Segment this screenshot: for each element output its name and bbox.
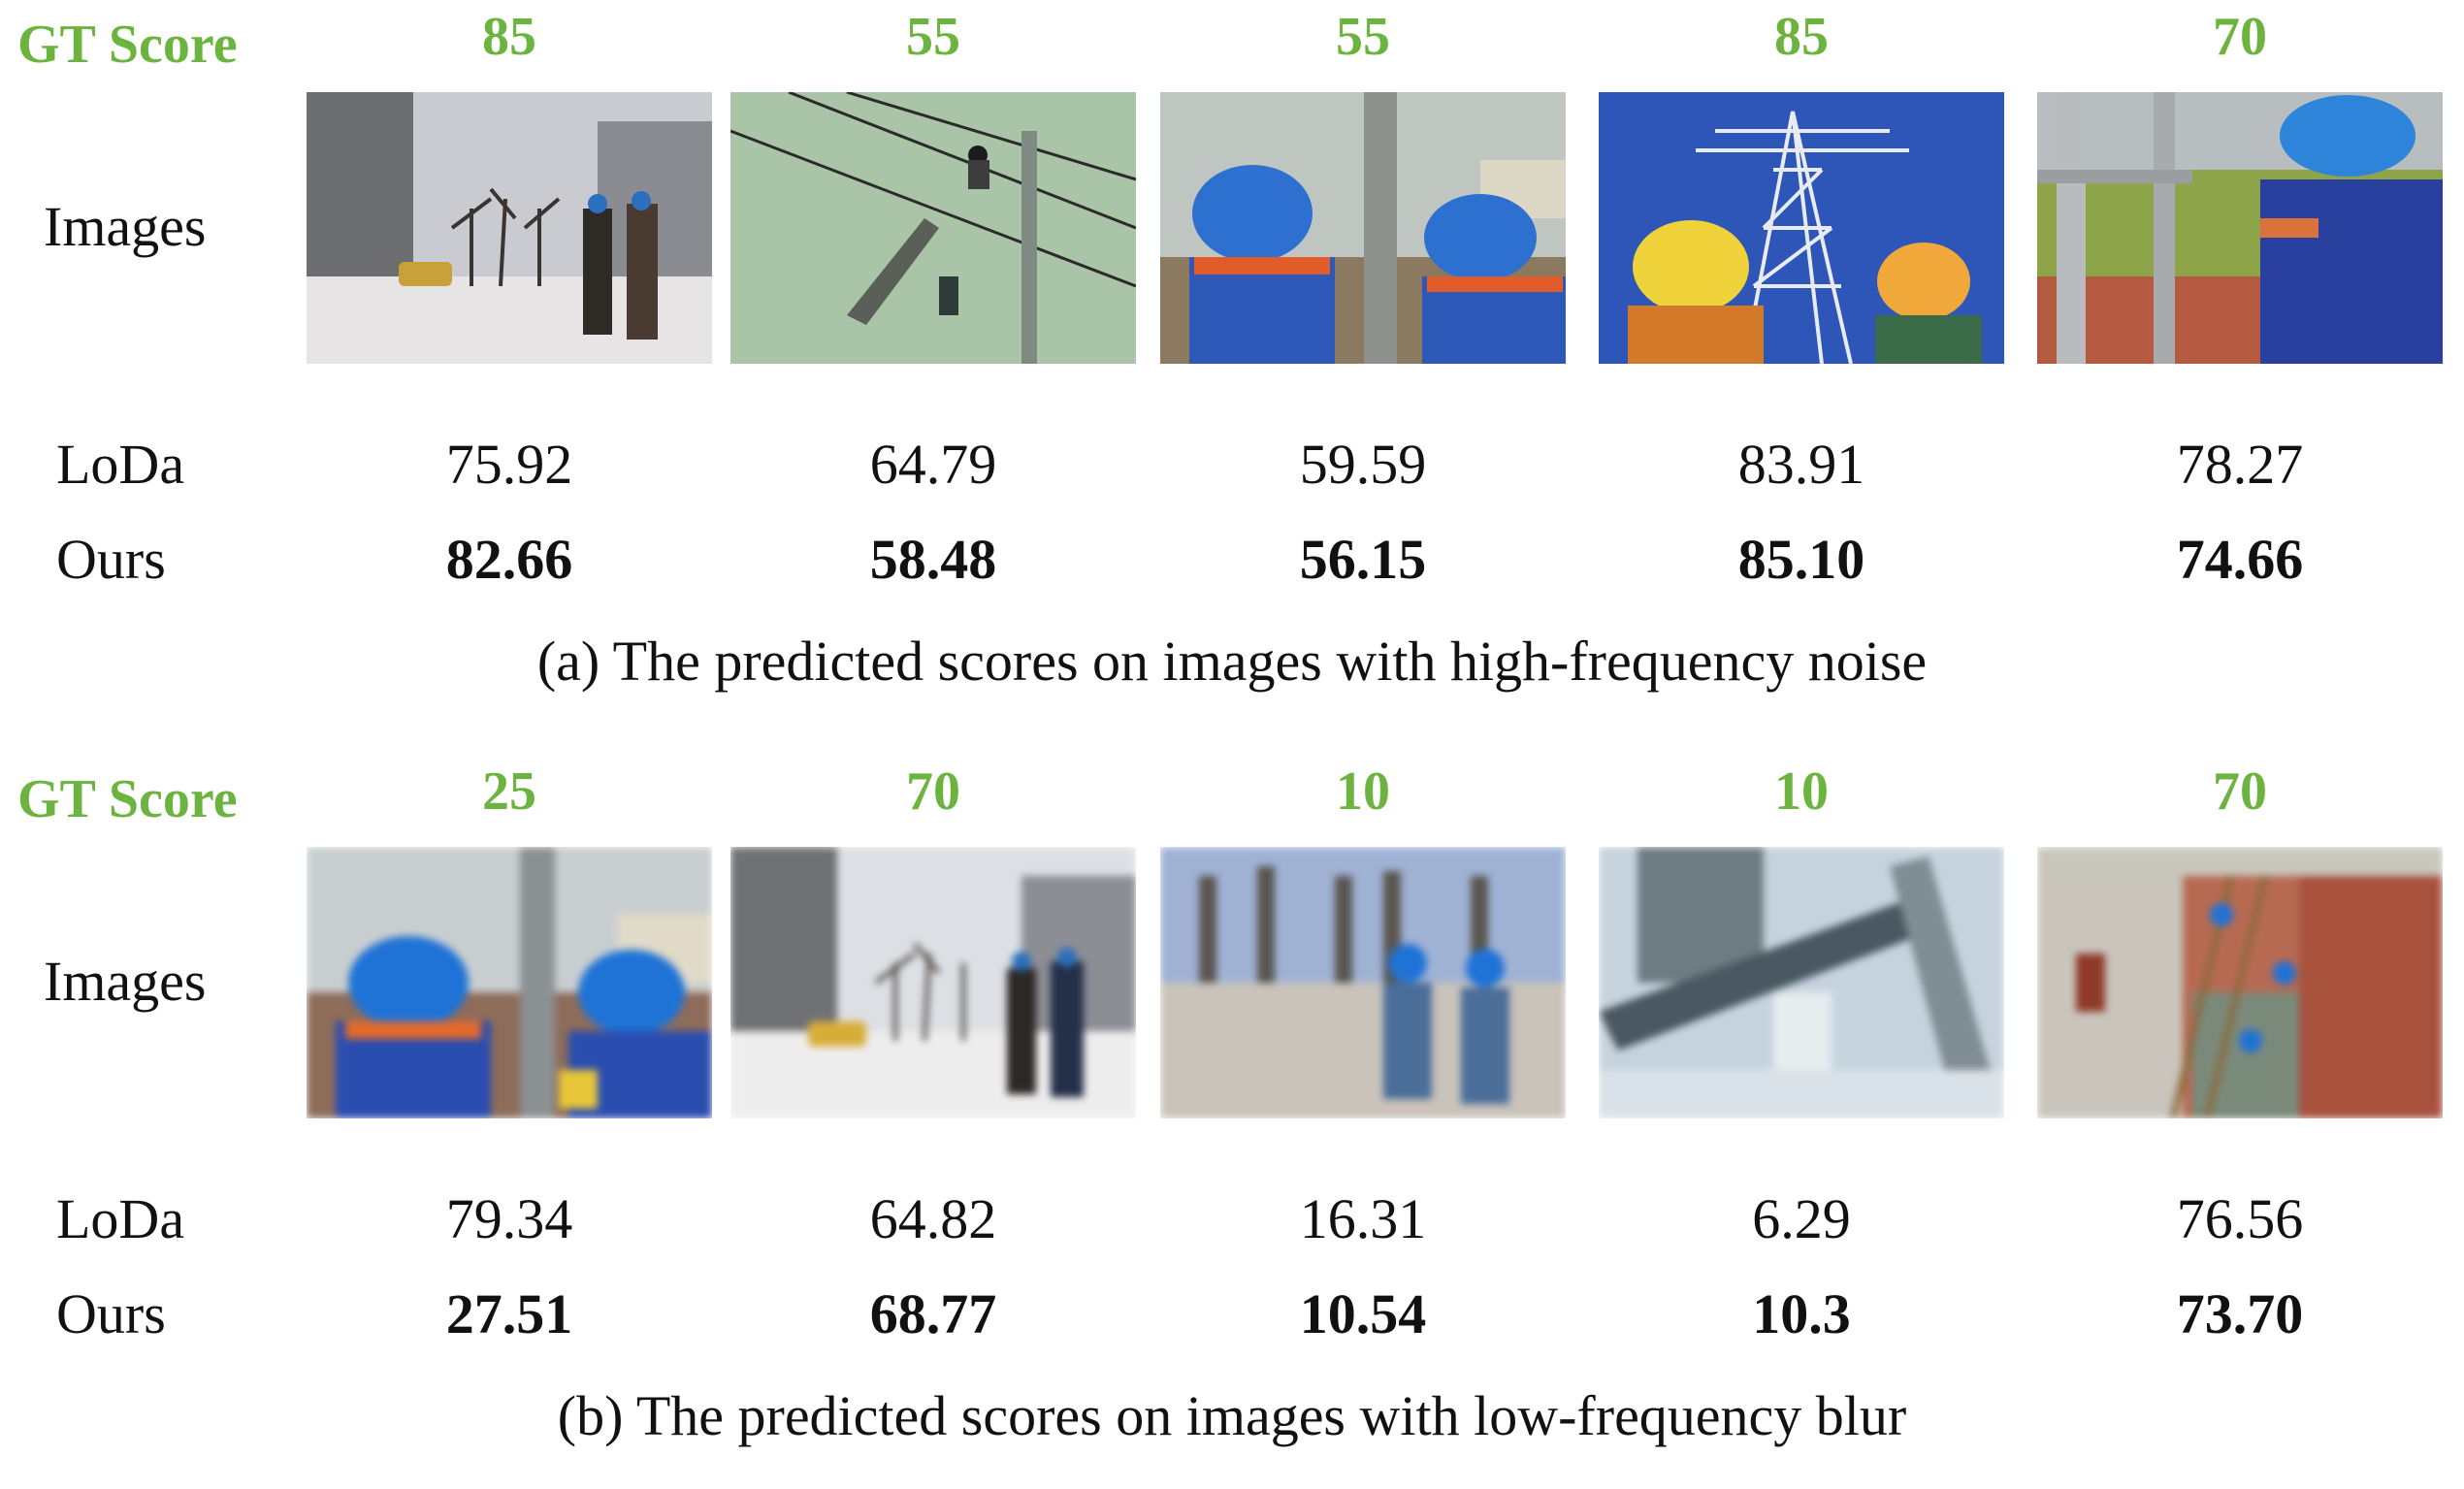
gt-score-value: 70 — [906, 761, 960, 822]
sample-column: 10 16.31 10.54 — [1160, 755, 1566, 1434]
ours-row-label: Ours — [56, 528, 166, 591]
gt-score-value: 25 — [482, 761, 536, 822]
loda-score: 16.31 — [1299, 1187, 1427, 1250]
gt-score-value: 70 — [2213, 761, 2267, 822]
loda-score: 64.82 — [869, 1187, 997, 1250]
sample-image — [1599, 92, 2004, 364]
ours-row-label: Ours — [56, 1282, 166, 1345]
sample-column: 85 75.92 82.66 — [307, 0, 712, 679]
sample-column: 55 59.59 56.15 — [1160, 0, 1566, 679]
ours-score: 74.66 — [2176, 528, 2304, 591]
loda-row-label: LoDa — [56, 1187, 185, 1250]
sample-image — [2037, 847, 2443, 1118]
loda-score: 59.59 — [1299, 433, 1427, 496]
sample-column: 25 79.34 27.51 — [307, 755, 712, 1434]
gt-score-label: GT Score — [17, 15, 238, 75]
panel-low-frequency-blur: GT Score Images LoDa Ours 25 79.34 27.51… — [0, 755, 2464, 1489]
sample-image — [730, 92, 1136, 364]
loda-score: 76.56 — [2176, 1187, 2304, 1250]
loda-score: 6.29 — [1752, 1187, 1851, 1250]
sample-column: 85 83.91 85.10 — [1599, 0, 2004, 679]
ours-score: 10.54 — [1299, 1282, 1427, 1345]
sample-column: 70 78.27 74.66 — [2037, 0, 2443, 679]
sample-column: 70 64.82 68.77 — [730, 755, 1136, 1434]
ours-score: 85.10 — [1737, 528, 1865, 591]
ours-score: 58.48 — [869, 528, 997, 591]
ours-score: 27.51 — [445, 1282, 573, 1345]
ours-score: 56.15 — [1299, 528, 1427, 591]
gt-score-value: 55 — [906, 7, 960, 67]
loda-score: 75.92 — [445, 433, 573, 496]
sample-column: 10 6.29 10.3 — [1599, 755, 2004, 1434]
gt-score-value: 85 — [1774, 7, 1829, 67]
sample-image — [1160, 92, 1566, 364]
loda-score: 78.27 — [2176, 433, 2304, 496]
loda-score: 79.34 — [445, 1187, 573, 1250]
ours-score: 10.3 — [1752, 1282, 1851, 1345]
gt-score-value: 10 — [1774, 761, 1829, 822]
images-row-label: Images — [44, 195, 207, 258]
loda-score: 64.79 — [869, 433, 997, 496]
ours-score: 82.66 — [445, 528, 573, 591]
figure-caption: (b) The predicted scores on images with … — [557, 1384, 1907, 1447]
sample-image — [307, 847, 712, 1118]
ours-score: 73.70 — [2176, 1282, 2304, 1345]
loda-score: 83.91 — [1737, 433, 1865, 496]
panel-high-frequency-noise: GT Score Images LoDa Ours 85 75.92 82.66 — [0, 0, 2464, 734]
ours-score: 68.77 — [869, 1282, 997, 1345]
sample-image — [2037, 92, 2443, 364]
sample-image — [1160, 847, 1566, 1118]
gt-score-label: GT Score — [17, 769, 238, 829]
gt-score-value: 70 — [2213, 7, 2267, 67]
figure-caption: (a) The predicted scores on images with … — [536, 630, 1928, 693]
sample-image — [730, 847, 1136, 1118]
gt-score-value: 55 — [1336, 7, 1390, 67]
images-row-label: Images — [44, 950, 207, 1013]
gt-score-value: 85 — [482, 7, 536, 67]
gt-score-value: 10 — [1336, 761, 1390, 822]
loda-row-label: LoDa — [56, 433, 185, 496]
sample-image — [1599, 847, 2004, 1118]
sample-image — [307, 92, 712, 364]
sample-column: 70 76.56 73.70 — [2037, 755, 2443, 1434]
sample-column: 55 64.79 58.48 — [730, 0, 1136, 679]
